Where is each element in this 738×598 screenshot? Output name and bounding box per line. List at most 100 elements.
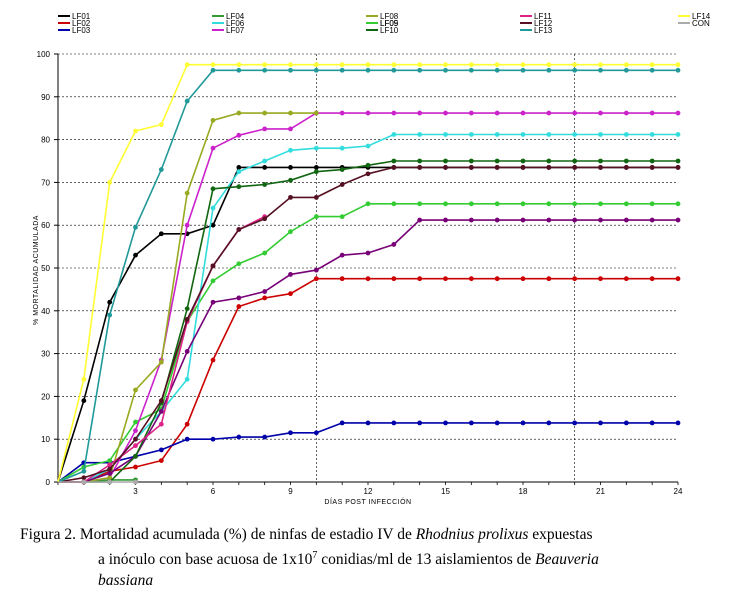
data-point <box>598 67 603 73</box>
data-point <box>468 165 474 170</box>
data-point <box>417 420 423 426</box>
data-point <box>81 398 87 404</box>
legend-label: LF05 <box>380 19 399 28</box>
data-point <box>81 475 87 481</box>
data-point <box>107 479 113 485</box>
series-con <box>58 479 138 485</box>
legend-label: LF08 <box>380 12 399 21</box>
legend-item-lf01: LF01 <box>58 12 91 21</box>
data-point <box>365 67 371 73</box>
data-point <box>468 217 474 223</box>
data-point <box>210 145 216 151</box>
series-lf10 <box>58 158 681 485</box>
data-point <box>391 242 397 247</box>
y-tick-label: 40 <box>41 307 50 316</box>
data-point <box>417 201 423 207</box>
data-point <box>313 67 319 73</box>
data-point <box>262 295 268 301</box>
data-point <box>107 458 113 463</box>
data-point <box>158 408 164 414</box>
data-point <box>675 165 681 170</box>
series-lf04 <box>58 477 138 485</box>
data-point <box>158 458 164 463</box>
data-point <box>649 165 655 170</box>
legend-item-lf12: LF12 <box>520 19 553 28</box>
data-point <box>391 420 397 426</box>
data-point <box>184 316 190 322</box>
data-point <box>262 110 268 116</box>
data-point <box>546 201 552 207</box>
data-point <box>649 132 655 137</box>
data-point <box>494 110 500 116</box>
data-point <box>494 158 500 164</box>
data-point <box>675 201 681 207</box>
data-point <box>107 299 113 305</box>
data-point <box>107 471 113 476</box>
data-point <box>417 110 423 116</box>
data-point <box>572 132 578 137</box>
data-point <box>210 357 216 363</box>
data-point <box>572 158 578 164</box>
data-point <box>262 434 268 440</box>
data-point <box>649 110 655 116</box>
x-tick-label: 6 <box>211 487 216 496</box>
legend-label: LF02 <box>72 19 91 28</box>
data-point <box>339 67 345 73</box>
data-point <box>443 201 448 207</box>
data-point <box>443 110 448 116</box>
y-tick-label: 80 <box>41 136 50 145</box>
data-point <box>391 110 397 116</box>
series-lf12 <box>57 165 681 483</box>
caption-suffix: expuestas <box>528 526 593 543</box>
data-point <box>546 62 552 68</box>
data-point <box>598 276 603 282</box>
series-lf14 <box>57 62 681 483</box>
data-point <box>288 147 293 153</box>
data-point <box>546 110 552 116</box>
data-point <box>236 227 242 232</box>
data-point <box>184 306 190 312</box>
data-point <box>313 214 319 220</box>
data-point <box>468 420 474 426</box>
data-point <box>623 62 629 68</box>
data-point <box>520 165 526 170</box>
data-point <box>210 67 216 73</box>
data-point <box>236 110 242 116</box>
data-point <box>675 62 681 68</box>
legend-label: LF12 <box>534 19 553 28</box>
data-point <box>365 162 371 168</box>
data-point <box>262 126 268 132</box>
data-point <box>468 110 474 116</box>
caption-exponent: 7 <box>312 550 318 561</box>
data-point <box>158 421 164 427</box>
series-lf13 <box>57 67 681 483</box>
data-point <box>365 201 371 207</box>
data-point <box>133 387 138 393</box>
x-tick-label: 21 <box>596 487 605 496</box>
data-point <box>520 217 526 223</box>
data-point <box>468 132 474 137</box>
y-tick-label: 100 <box>37 50 51 59</box>
data-point <box>313 276 319 282</box>
data-point <box>313 165 319 170</box>
data-point <box>184 62 190 68</box>
data-point <box>520 110 526 116</box>
data-point <box>158 167 164 172</box>
data-point <box>572 110 578 116</box>
legend-item-con: CON <box>678 19 710 28</box>
data-point <box>313 110 319 116</box>
data-point <box>391 276 397 282</box>
data-point <box>236 67 242 73</box>
data-point <box>288 272 293 277</box>
data-point <box>546 217 552 223</box>
series-line <box>58 160 678 483</box>
legend-item-lf04: LF04 <box>212 12 245 21</box>
data-point <box>391 67 397 73</box>
data-point <box>494 62 500 68</box>
data-point <box>598 420 603 426</box>
data-point <box>288 62 293 68</box>
data-point <box>649 276 655 282</box>
data-point <box>675 67 681 73</box>
data-point <box>468 62 474 68</box>
data-point <box>623 276 629 282</box>
